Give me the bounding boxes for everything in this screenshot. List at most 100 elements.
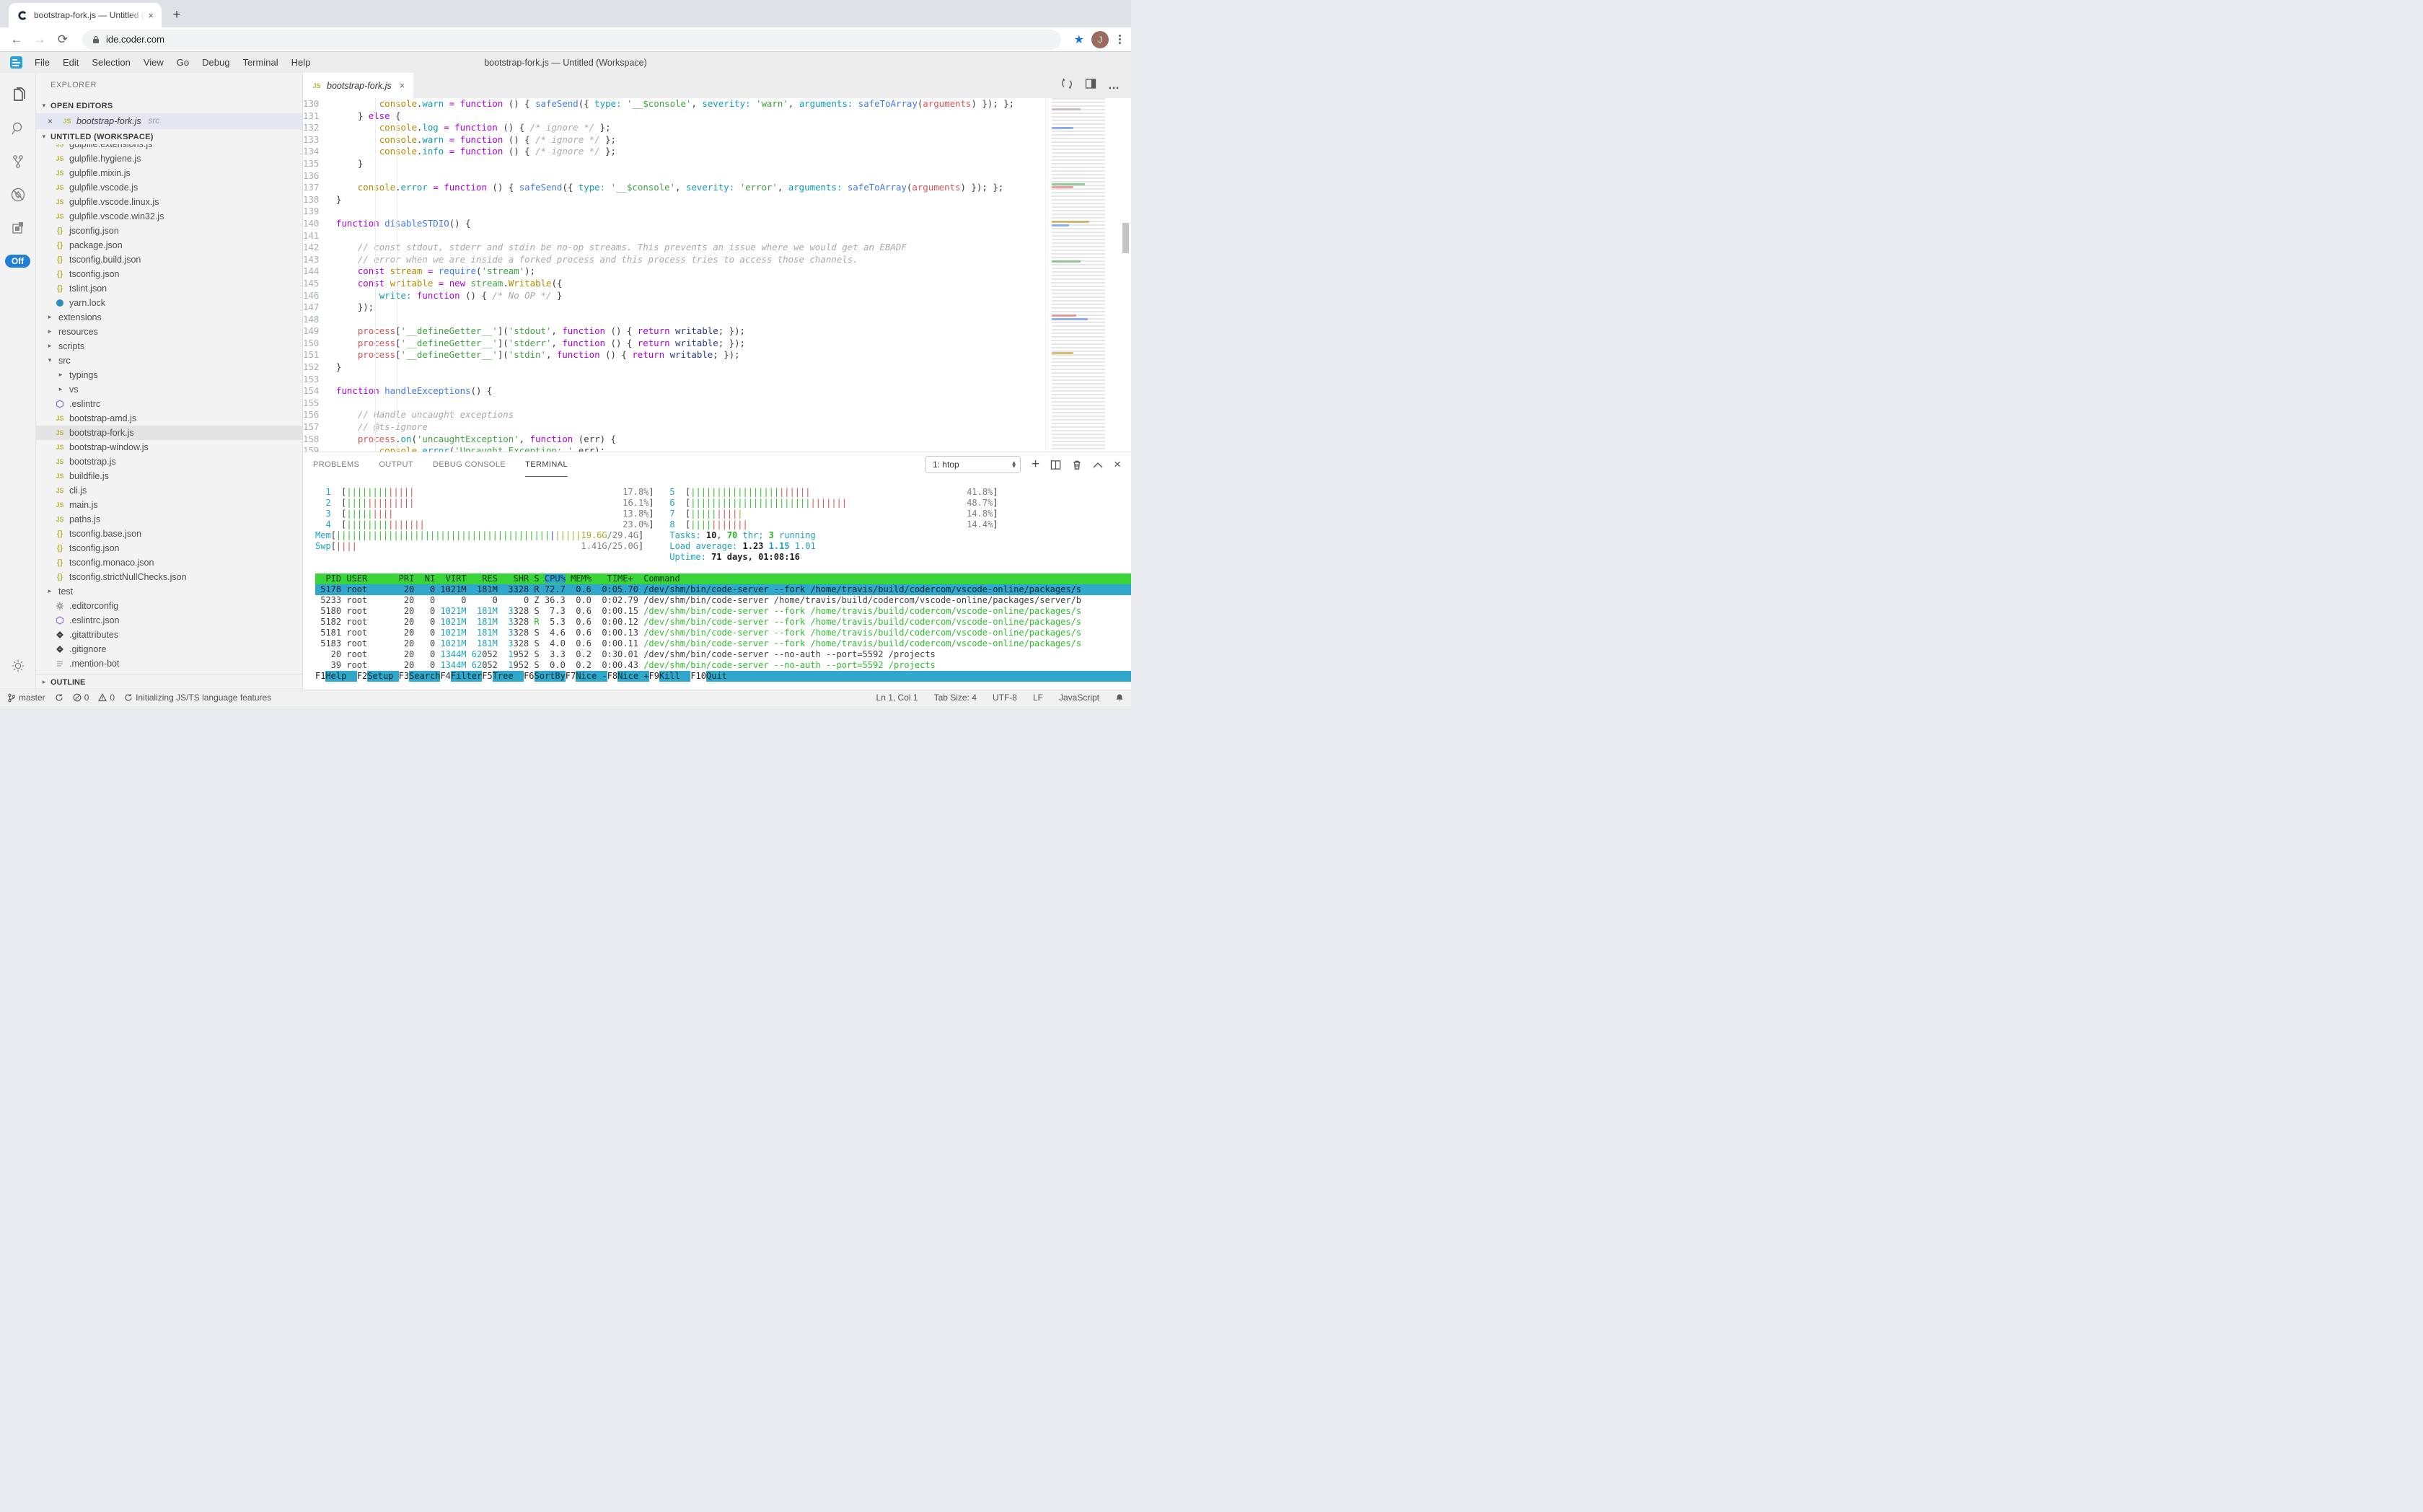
tree-item-yarn.lock[interactable]: yarn.lock [36, 296, 302, 310]
fkey-F4[interactable]: F4 [440, 671, 451, 681]
tree-item-typings[interactable]: ▸ typings [36, 368, 302, 382]
fkey-label[interactable]: Quit [706, 671, 727, 682]
fkey-F5[interactable]: F5 [482, 671, 493, 681]
menu-edit[interactable]: Edit [62, 56, 79, 68]
tree-item-cli.js[interactable]: JS cli.js [36, 483, 302, 498]
code-editor[interactable]: 130 console.warn = function () { safeSen… [303, 98, 1131, 452]
menu-debug[interactable]: Debug [202, 56, 230, 68]
tree-item-.eslintrc[interactable]: .eslintrc [36, 397, 302, 411]
tab-close-icon[interactable]: × [399, 80, 405, 91]
avatar[interactable]: J [1091, 30, 1109, 48]
tree-item-scripts[interactable]: ▸ scripts [36, 339, 302, 353]
source-control-icon[interactable] [1, 145, 35, 178]
status-item-utf-8[interactable]: UTF-8 [992, 693, 1017, 703]
open-editor-item[interactable]: × JS bootstrap-fork.js src [36, 113, 302, 129]
tree-item-src[interactable]: ▾ src [36, 353, 302, 368]
menu-file[interactable]: File [35, 56, 50, 68]
split-editor-icon[interactable] [1085, 78, 1096, 93]
browser-tab[interactable]: bootstrap-fork.js — Untitled (W × [9, 3, 162, 27]
tree-item-gulpfile.mixin.js[interactable]: JS gulpfile.mixin.js [36, 166, 302, 180]
tree-item-paths.js[interactable]: JS paths.js [36, 512, 302, 527]
fkey-label[interactable]: Setup [367, 671, 399, 682]
tree-item-tsconfig.base.json[interactable]: {} tsconfig.base.json [36, 527, 302, 541]
back-button[interactable]: ← [10, 32, 23, 46]
tab-close-icon[interactable]: × [148, 9, 154, 21]
tree-item-test[interactable]: ▸ test [36, 584, 302, 599]
fkey-F9[interactable]: F9 [648, 671, 659, 681]
explorer-icon[interactable] [1, 79, 35, 112]
menu-selection[interactable]: Selection [92, 56, 131, 68]
app-logo-icon[interactable] [10, 56, 22, 69]
menu-terminal[interactable]: Terminal [242, 56, 278, 68]
fkey-F2[interactable]: F2 [356, 671, 368, 681]
tree-item-gulpfile.vscode.linux.js[interactable]: JS gulpfile.vscode.linux.js [36, 195, 302, 209]
status-item-javascript[interactable]: JavaScript [1058, 693, 1099, 703]
minimap[interactable] [1045, 98, 1120, 452]
tree-item-.editorconfig[interactable]: .editorconfig [36, 599, 302, 613]
forward-button[interactable]: → [33, 32, 46, 46]
tree-item-bootstrap-window.js[interactable]: JS bootstrap-window.js [36, 440, 302, 454]
fkey-label[interactable]: Nice + [617, 671, 649, 682]
tree-item-bootstrap-fork.js[interactable]: JS bootstrap-fork.js [36, 426, 302, 440]
status-item-tab-size-4[interactable]: Tab Size: 4 [933, 693, 977, 703]
tree-item-tsconfig.monaco.json[interactable]: {} tsconfig.monaco.json [36, 555, 302, 570]
tree-item-resources[interactable]: ▸ resources [36, 325, 302, 339]
tree-item-tsconfig.json[interactable]: {} tsconfig.json [36, 541, 302, 555]
menu-help[interactable]: Help [291, 56, 311, 68]
new-terminal-icon[interactable]: + [1031, 457, 1040, 472]
tree-item-gulpfile.hygiene.js[interactable]: JS gulpfile.hygiene.js [36, 151, 302, 166]
browser-menu-icon[interactable] [1116, 32, 1124, 47]
fkey-F1[interactable]: F1 [315, 671, 326, 681]
tree-item-tslint.json[interactable]: {} tslint.json [36, 281, 302, 296]
off-badge[interactable]: Off [4, 255, 31, 268]
open-editors-header[interactable]: ▾ OPEN EDITORS [36, 98, 302, 113]
more-actions-icon[interactable]: … [1108, 79, 1120, 92]
split-terminal-icon[interactable] [1050, 460, 1061, 470]
panel-tab-output[interactable]: OUTPUT [379, 460, 413, 469]
panel-tab-problems[interactable]: PROBLEMS [313, 460, 360, 469]
editor-scrollbar[interactable] [1120, 98, 1131, 452]
tree-item-bootstrap-amd.js[interactable]: JS bootstrap-amd.js [36, 411, 302, 426]
tree-item-gulpfile.extensions.js[interactable]: JS gulpfile.extensions.js [36, 144, 302, 151]
status-item-sync[interactable] [55, 693, 63, 702]
fkey-label[interactable]: SortBy [534, 671, 566, 682]
new-tab-button[interactable]: + [172, 7, 181, 22]
tree-item-package.json[interactable]: {} package.json [36, 238, 302, 252]
fkey-label[interactable]: Help [325, 671, 357, 682]
reload-button[interactable]: ⟳ [57, 32, 69, 46]
outline-header[interactable]: ▸ OUTLINE [36, 674, 302, 690]
kill-terminal-icon[interactable] [1072, 460, 1082, 470]
tree-item-tsconfig.strictNullChecks.json[interactable]: {} tsconfig.strictNullChecks.json [36, 570, 302, 584]
terminal-select[interactable]: 1: htop ▲ ▼ [925, 456, 1021, 473]
fkey-F6[interactable]: F6 [524, 671, 535, 681]
terminal[interactable]: 1 [||||||||||||| 17.8%] 5 [|||||||||||||… [303, 477, 1131, 690]
fkey-F10[interactable]: F10 [690, 671, 706, 681]
fkey-F8[interactable]: F8 [607, 671, 618, 681]
fkey-F3[interactable]: F3 [398, 671, 410, 681]
status-item-0[interactable]: 0 [73, 693, 89, 703]
panel-tab-terminal[interactable]: TERMINAL [525, 452, 568, 477]
fkey-label[interactable]: Filter [450, 671, 483, 682]
tree-item-bootstrap.js[interactable]: JS bootstrap.js [36, 454, 302, 469]
fkey-F7[interactable]: F7 [565, 671, 576, 681]
open-changes-icon[interactable] [1060, 77, 1073, 94]
tree-item-.gitignore[interactable]: .gitignore [36, 642, 302, 656]
tree-item-.gitattributes[interactable]: .gitattributes [36, 628, 302, 642]
workspace-header[interactable]: ▾ UNTITLED (WORKSPACE) [36, 129, 302, 144]
tree-item-main.js[interactable]: JS main.js [36, 498, 302, 512]
tree-item-gulpfile.vscode.win32.js[interactable]: JS gulpfile.vscode.win32.js [36, 209, 302, 224]
status-item-bell[interactable] [1115, 693, 1124, 703]
tree-item-buildfile.js[interactable]: JS buildfile.js [36, 469, 302, 483]
panel-tab-debug-console[interactable]: DEBUG CONSOLE [432, 460, 506, 469]
tree-item-jsconfig.json[interactable]: {} jsconfig.json [36, 224, 302, 238]
extensions-icon[interactable] [1, 211, 35, 245]
fkey-label[interactable]: Kill [659, 671, 691, 682]
tree-item-tsconfig.json[interactable]: {} tsconfig.json [36, 267, 302, 281]
close-panel-icon[interactable]: × [1114, 457, 1121, 471]
tree-item-extensions[interactable]: ▸ extensions [36, 310, 302, 325]
status-item-master[interactable]: master [7, 693, 45, 703]
tree-item-.mention-bot[interactable]: .mention-bot [36, 656, 302, 671]
status-item-0[interactable]: 0 [98, 693, 115, 703]
debug-disabled-icon[interactable] [1, 178, 35, 211]
status-item-ln-1-col-1[interactable]: Ln 1, Col 1 [876, 693, 918, 703]
